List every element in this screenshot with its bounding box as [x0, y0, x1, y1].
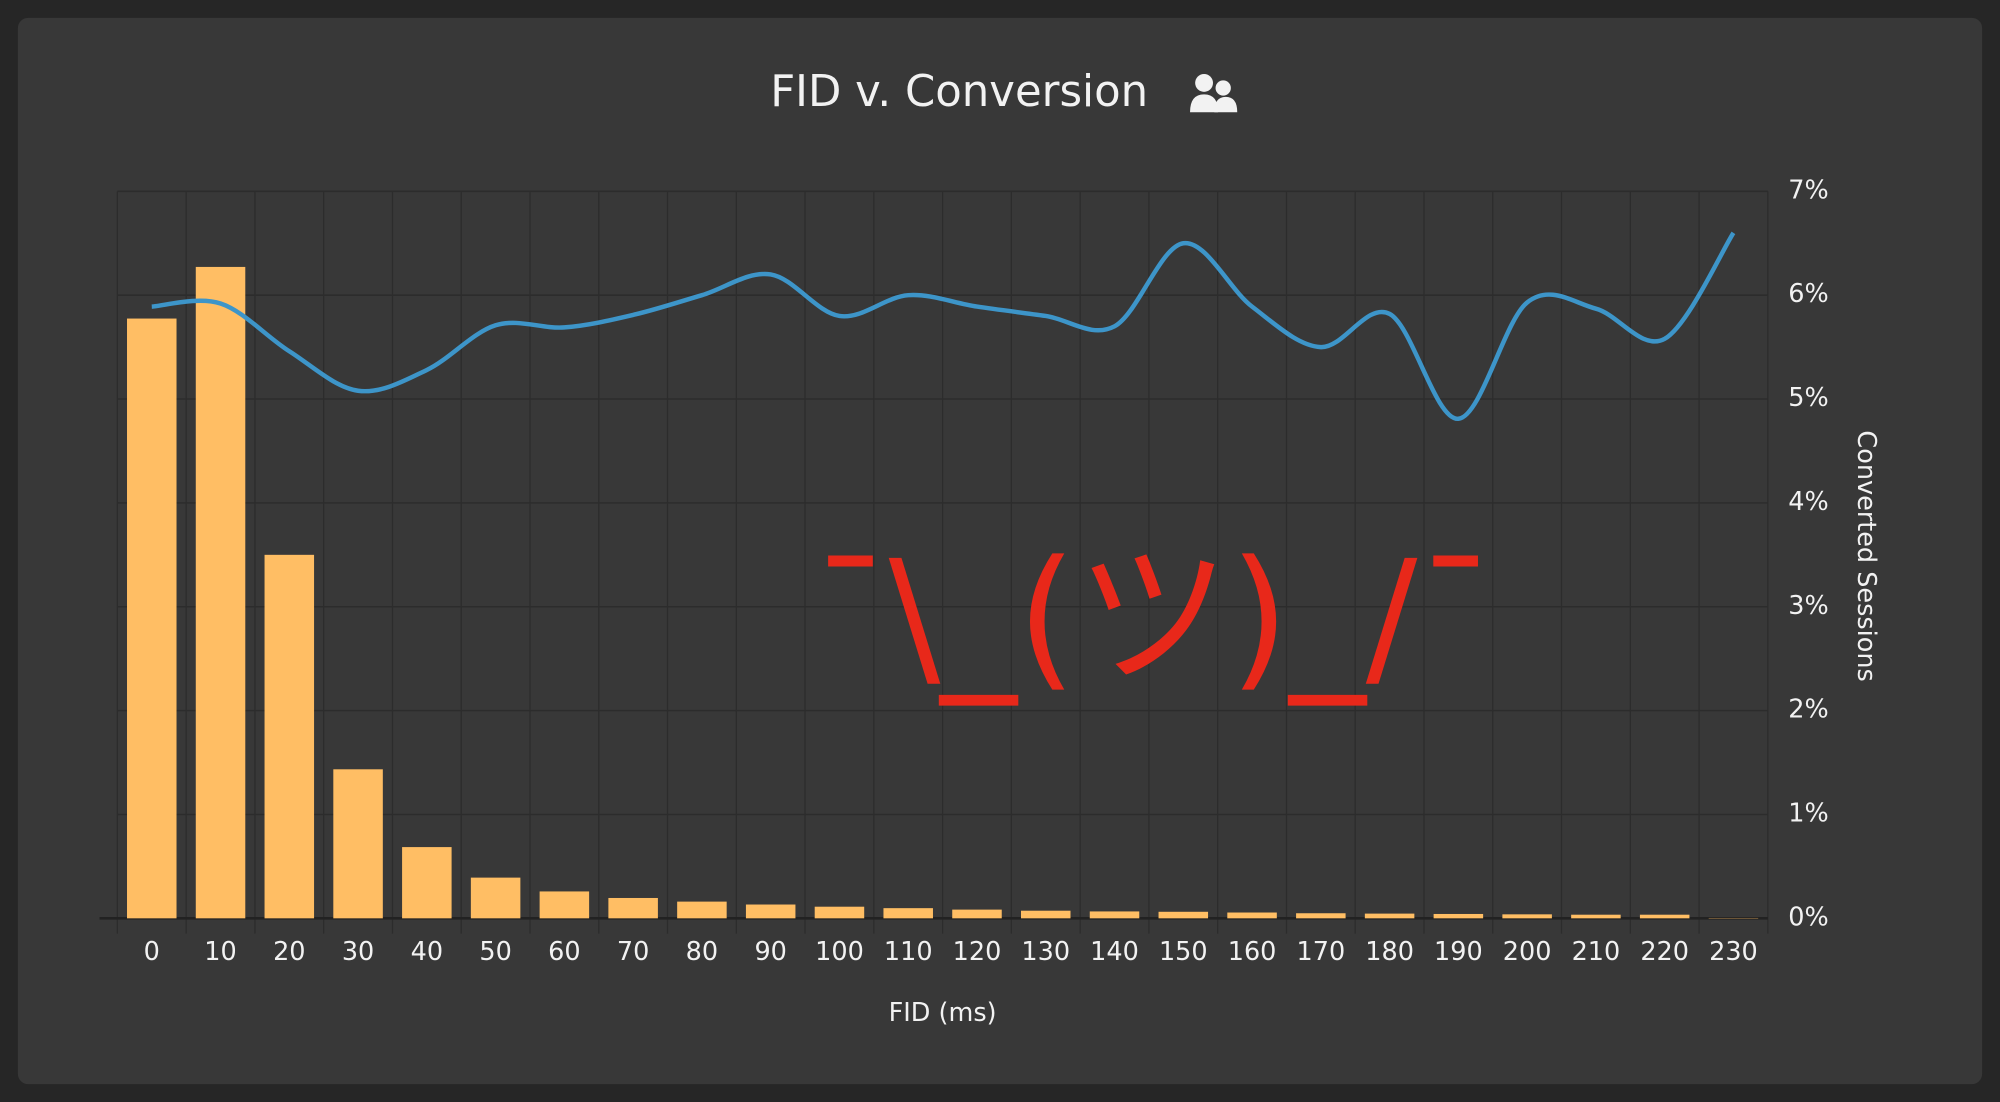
bar	[1089, 911, 1140, 919]
y2-tick-label: 6%	[1788, 279, 1828, 309]
bar	[883, 908, 933, 919]
bar	[952, 909, 1002, 919]
annotation: ¯\_(ツ)_/¯	[812, 529, 1494, 707]
x-tick-label: 90	[754, 937, 786, 967]
x-tick-label: 110	[884, 937, 933, 967]
bar	[1364, 913, 1415, 919]
bar	[127, 318, 177, 919]
x-tick-label: 120	[953, 937, 1002, 967]
x-tick-label: 20	[273, 937, 305, 967]
bar	[333, 769, 383, 919]
bar	[539, 891, 590, 919]
bar	[1227, 912, 1277, 919]
y2-tick-label: 2%	[1788, 695, 1828, 725]
bar	[402, 847, 452, 919]
x-tick-label: 180	[1365, 937, 1414, 967]
x-tick-label: 30	[342, 937, 374, 967]
x-tick-label: 130	[1021, 937, 1070, 967]
x-tick-label: 70	[617, 937, 649, 967]
x-tick-label: 200	[1503, 937, 1552, 967]
x-tick-label: 190	[1434, 937, 1483, 967]
bar	[1021, 910, 1071, 919]
y2-tick-label: 0%	[1788, 902, 1828, 932]
bar	[195, 266, 246, 919]
bar	[1296, 913, 1346, 919]
x-tick-label: 60	[548, 937, 580, 967]
x-tick-label: 160	[1228, 937, 1277, 967]
bar	[814, 906, 865, 919]
x-tick-label: 50	[479, 937, 511, 967]
x-tick-label: 210	[1572, 937, 1621, 967]
bar	[745, 904, 796, 919]
y2-axis-label: Converted Sessions	[1851, 430, 1881, 681]
bar	[1158, 911, 1209, 919]
x-tick-label: 150	[1159, 937, 1208, 967]
y2-tick-label: 1%	[1788, 798, 1828, 828]
x-tick-label: 170	[1296, 937, 1345, 967]
y2-tick-label: 7%	[1788, 175, 1828, 205]
line	[151, 231, 1736, 422]
y2-tick-label: 5%	[1788, 383, 1828, 413]
x-tick-label: 230	[1709, 937, 1758, 967]
bar	[264, 554, 315, 919]
x-tick-label: 10	[204, 937, 236, 967]
panel	[17, 17, 1983, 1085]
bar	[677, 901, 727, 919]
bar	[470, 877, 521, 919]
x-tick-label: 80	[686, 937, 718, 967]
x-tick-label: 100	[815, 937, 864, 967]
people-icon	[1190, 73, 1238, 113]
y2-tick-label: 3%	[1788, 591, 1828, 621]
y2-tick-label: 4%	[1788, 487, 1828, 517]
bar	[1433, 913, 1484, 919]
x-tick-label: 220	[1640, 937, 1689, 967]
bar	[1639, 914, 1690, 919]
bar	[608, 897, 658, 919]
x-axis-label: FID (ms)	[889, 998, 997, 1028]
x-tick-label: 140	[1090, 937, 1139, 967]
bar	[1502, 914, 1552, 919]
bar	[1571, 914, 1621, 919]
x-tick-label: 0	[144, 937, 160, 967]
x-tick-label: 40	[411, 937, 443, 967]
chart-title: FID v. Conversion	[770, 67, 1148, 117]
